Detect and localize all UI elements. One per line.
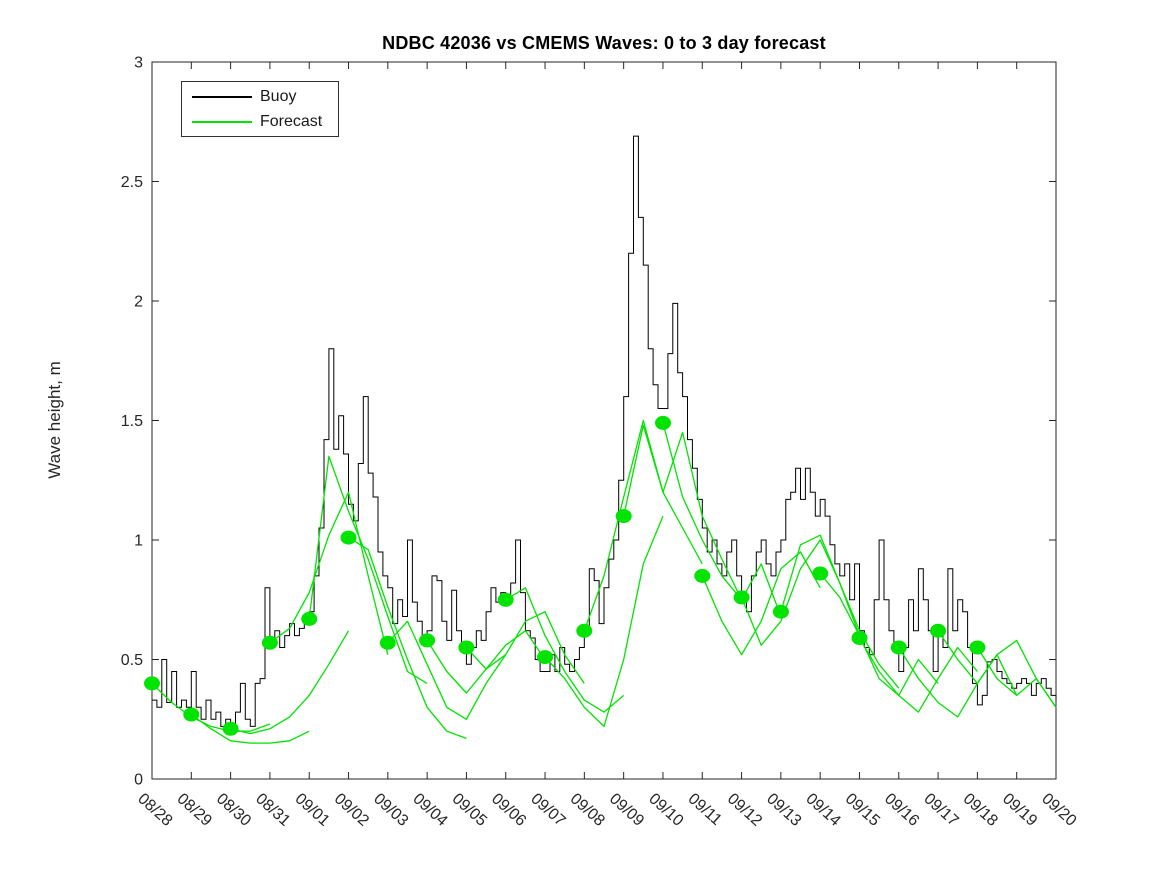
x-tick-label: 09/20 (1038, 790, 1079, 829)
chart-title: NDBC 42036 vs CMEMS Waves: 0 to 3 day fo… (382, 33, 826, 53)
x-tick-label: 08/29 (174, 790, 215, 829)
x-tick-label: 09/17 (920, 790, 961, 829)
legend-entry-forecast: Forecast (192, 113, 338, 131)
forecast-line (269, 491, 389, 655)
legend-entry-buoy: Buoy (192, 88, 338, 106)
legend-label-buoy: Buoy (260, 87, 297, 105)
legend-label-forecast: Forecast (260, 112, 323, 130)
buoy-line (152, 135, 1057, 732)
forecast-start-dot (930, 623, 947, 638)
forecast-line (740, 539, 861, 646)
forecast-start-dot (890, 640, 907, 655)
x-tick-label: 09/14 (802, 790, 843, 829)
forecast-start-dot (419, 633, 436, 648)
forecast-line (505, 587, 625, 713)
forecast-start-dot (222, 721, 239, 736)
y-tick-label: 1.5 (121, 413, 143, 430)
forecast-start-dot (537, 650, 553, 665)
x-tick-label: 09/12 (724, 790, 765, 829)
x-tick-label: 08/28 (134, 790, 175, 829)
forecast-line (898, 647, 1018, 718)
forecast-start-dot (497, 592, 514, 607)
forecast-line (544, 515, 664, 728)
forecast-line (662, 422, 782, 617)
x-tick-label: 09/04 (409, 790, 450, 829)
forecast-start-dot (379, 635, 396, 650)
x-tick-label: 09/18 (960, 790, 1001, 829)
x-tick-label: 09/13 (763, 790, 804, 829)
forecast-line (387, 620, 507, 720)
buoy-line-sample (192, 95, 252, 98)
forecast-line (465, 611, 585, 684)
forecast-start-dot (144, 676, 160, 691)
y-axis-label: Wave height, m (45, 361, 64, 479)
forecast-line-sample (192, 120, 252, 123)
y-tick-label: 0.5 (121, 652, 143, 669)
x-tick-label: 09/10 (645, 790, 686, 829)
forecast-start-dot (733, 590, 750, 605)
forecast-line (190, 713, 310, 744)
x-tick-label: 09/11 (685, 790, 725, 829)
forecast-line (976, 647, 1057, 708)
forecast-start-dot (812, 566, 829, 581)
forecast-start-dot (340, 530, 357, 545)
x-tick-label: 09/07 (527, 790, 568, 829)
forecast-start-dot (615, 509, 632, 524)
forecast-line (701, 551, 821, 656)
forecast-start-dot (576, 623, 593, 638)
forecast-line (780, 534, 900, 689)
x-tick-label: 09/09 (606, 790, 647, 829)
forecast-line (348, 537, 467, 740)
forecast-line (151, 682, 271, 732)
x-tick-label: 08/30 (213, 790, 254, 829)
y-tick-label: 2 (134, 294, 143, 311)
forecast-start-dot (458, 640, 475, 655)
x-tick-label: 09/08 (567, 790, 608, 829)
legend-box: Buoy Forecast (181, 81, 339, 137)
forecast-start-dot (851, 631, 868, 645)
x-tick-label: 08/31 (252, 790, 293, 829)
forecast-line (230, 630, 350, 735)
x-tick-label: 09/02 (331, 790, 372, 829)
forecast-start-dot (969, 640, 986, 655)
forecast-start-dot (261, 635, 278, 650)
plot-box (151, 61, 1057, 780)
x-tick-label: 09/06 (488, 790, 529, 829)
forecast-start-dot (301, 611, 318, 626)
forecast-start-dot (655, 415, 671, 430)
x-tick-label: 09/01 (292, 790, 333, 829)
forecast-line (819, 573, 939, 697)
x-tick-label: 09/16 (881, 790, 922, 829)
forecast-line (583, 419, 703, 632)
x-tick-label: 09/03 (370, 790, 411, 829)
forecast-line (308, 455, 428, 684)
x-tick-label: 09/19 (999, 790, 1040, 829)
forecast-line (623, 424, 743, 601)
forecast-start-dot (183, 707, 200, 722)
x-tick-label: 09/15 (842, 790, 883, 829)
forecast-line (858, 637, 978, 713)
forecast-start-dot (772, 604, 789, 619)
forecast-start-dot (694, 568, 711, 583)
x-tick-label: 09/05 (449, 790, 490, 829)
y-tick-label: 3 (134, 55, 143, 72)
y-tick-label: 0 (134, 772, 143, 789)
y-tick-label: 1 (134, 533, 143, 550)
y-tick-label: 2.5 (121, 174, 143, 191)
